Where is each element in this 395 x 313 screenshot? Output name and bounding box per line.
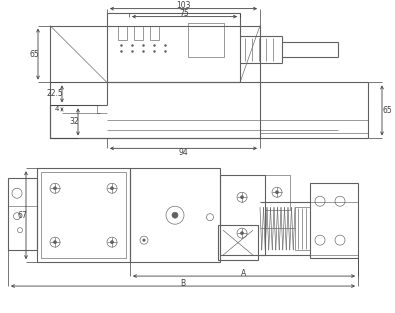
Bar bbox=[265, 175, 290, 210]
Text: 22.5: 22.5 bbox=[47, 90, 63, 99]
Bar bbox=[130, 168, 220, 262]
Circle shape bbox=[53, 241, 56, 244]
Circle shape bbox=[111, 187, 113, 190]
Text: 4: 4 bbox=[55, 106, 59, 112]
Text: 67: 67 bbox=[17, 211, 27, 220]
Bar bbox=[295, 207, 310, 250]
Bar bbox=[188, 23, 224, 57]
Circle shape bbox=[111, 241, 113, 244]
Text: 32: 32 bbox=[69, 117, 79, 126]
Circle shape bbox=[241, 232, 243, 235]
Text: 65: 65 bbox=[382, 106, 392, 115]
Text: 65: 65 bbox=[29, 49, 39, 59]
Bar bbox=[220, 175, 265, 255]
Bar bbox=[41, 172, 126, 258]
Circle shape bbox=[53, 187, 56, 190]
Text: 103: 103 bbox=[176, 1, 191, 10]
Circle shape bbox=[241, 196, 243, 199]
Bar bbox=[37, 168, 130, 262]
Bar bbox=[118, 26, 127, 39]
Text: B: B bbox=[181, 279, 186, 288]
Bar bbox=[218, 225, 258, 260]
Text: A: A bbox=[241, 269, 246, 278]
Bar bbox=[310, 183, 358, 258]
Circle shape bbox=[275, 191, 278, 194]
Bar bbox=[150, 26, 159, 39]
Text: 94: 94 bbox=[179, 148, 188, 157]
Bar bbox=[8, 178, 37, 250]
Circle shape bbox=[143, 239, 145, 241]
Circle shape bbox=[172, 212, 178, 218]
Bar bbox=[134, 26, 143, 39]
Text: 75: 75 bbox=[180, 9, 189, 18]
